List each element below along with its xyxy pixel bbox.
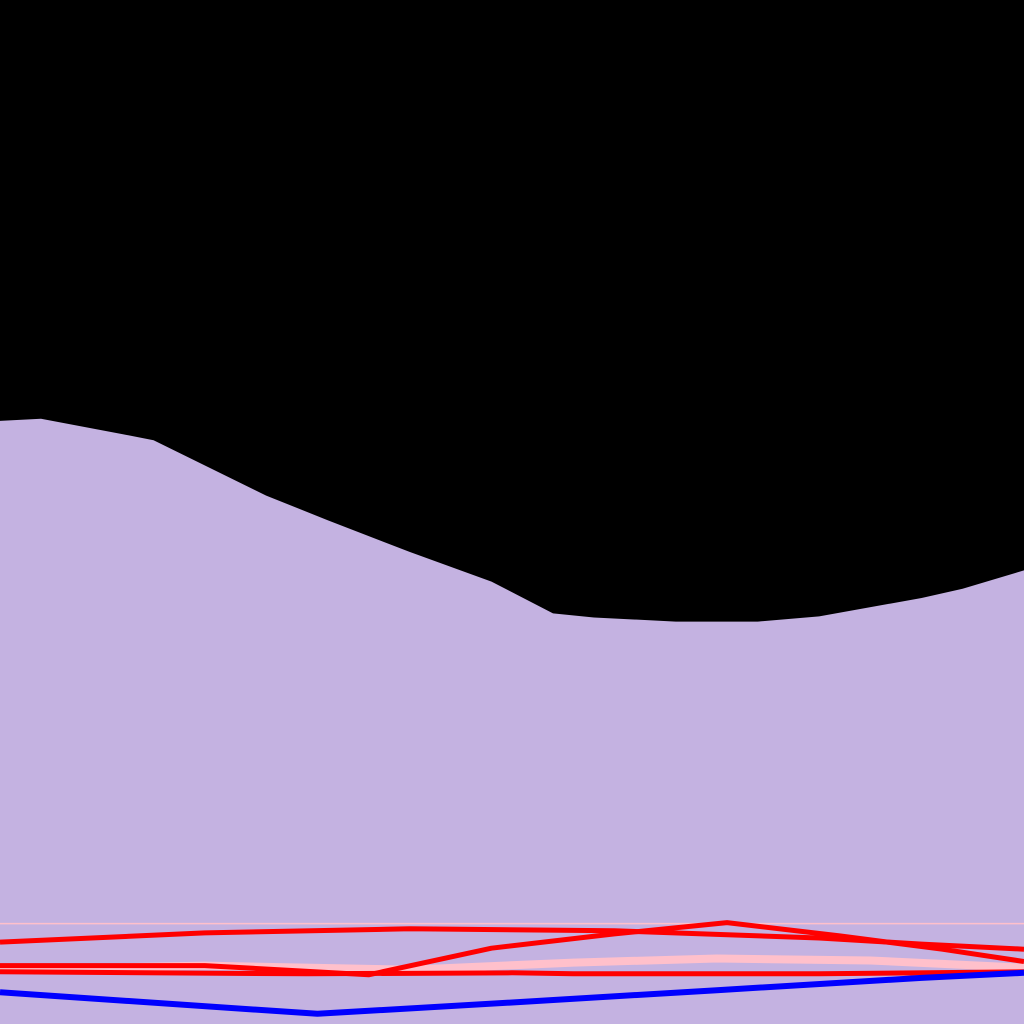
line-series-5 [0, 969, 1024, 977]
area-series-0 [0, 418, 1024, 1024]
line-series-6 [0, 969, 1024, 1017]
line-series-4 [0, 920, 1024, 978]
